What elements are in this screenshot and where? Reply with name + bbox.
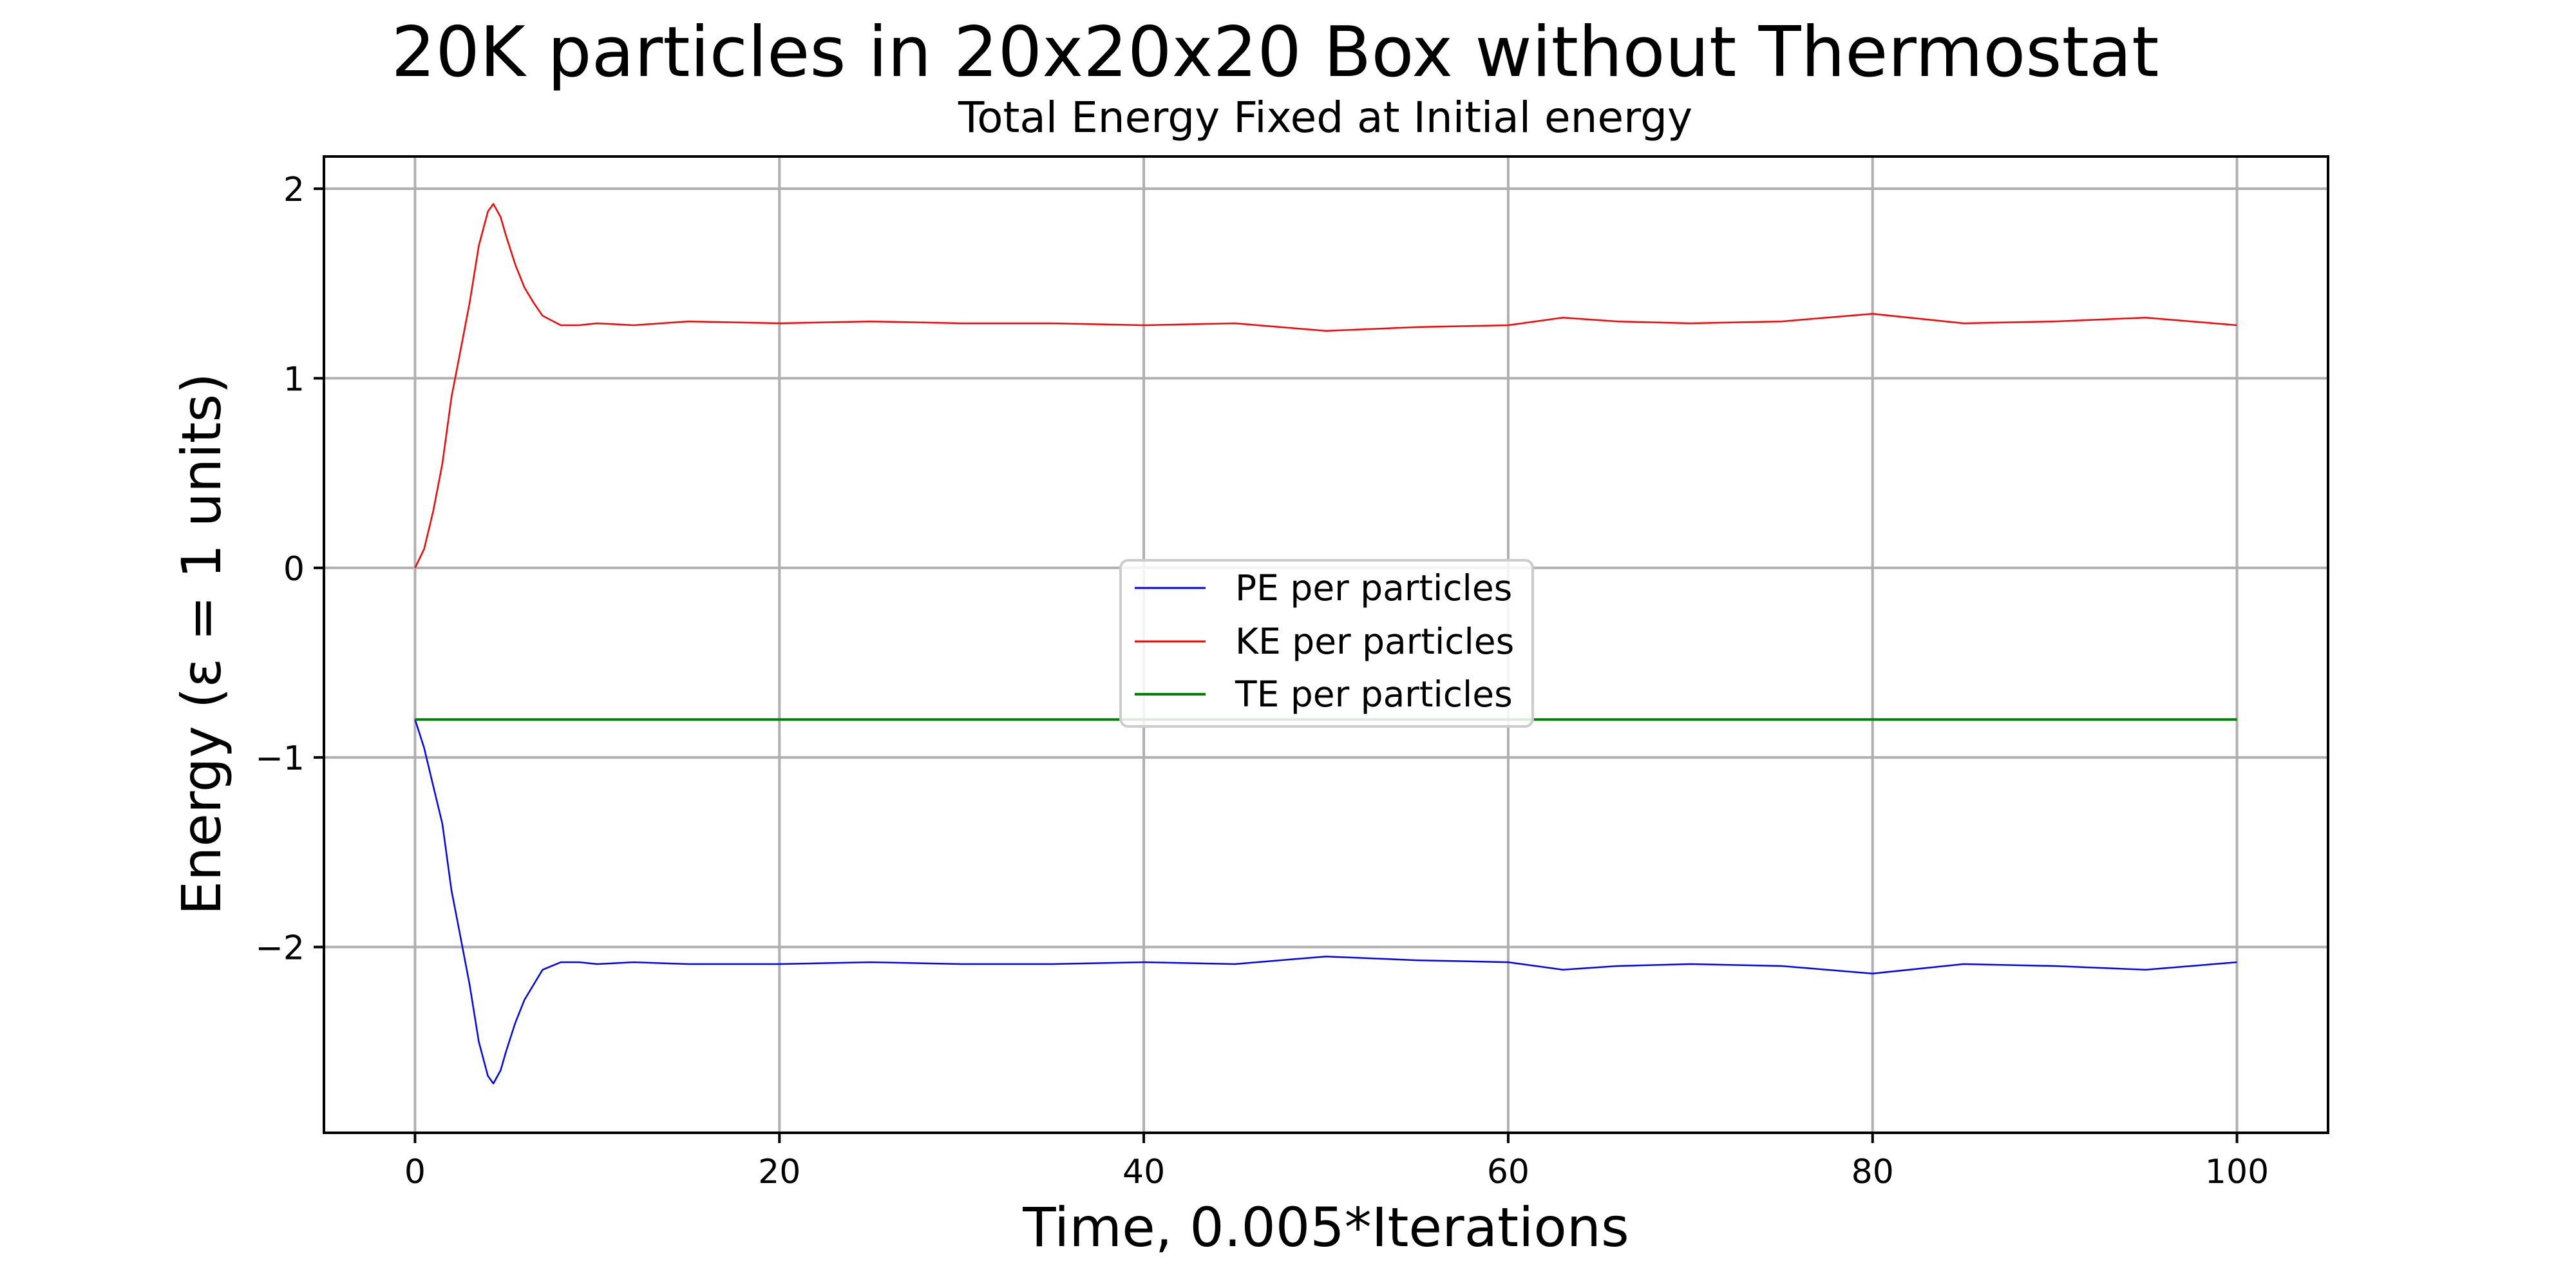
y-tick-label: 1 bbox=[283, 360, 305, 399]
legend-pe-label: PE per particles bbox=[1235, 567, 1512, 609]
pe-series-line bbox=[414, 719, 2237, 1084]
legend-box bbox=[1119, 559, 1534, 728]
y-axis-label: Energy (ε = 1 units) bbox=[170, 373, 233, 915]
x-tick-label: 100 bbox=[2205, 1153, 2269, 1191]
x-tick-label: 20 bbox=[758, 1153, 800, 1191]
plot-frame bbox=[323, 155, 2329, 1134]
y-tick-label: 2 bbox=[283, 171, 305, 209]
legend-ke-label: KE per particles bbox=[1235, 621, 1514, 662]
x-tick-label: 40 bbox=[1122, 1153, 1165, 1191]
x-tick-label: 0 bbox=[404, 1153, 426, 1191]
chart-subtitle: Total Energy Fixed at Initial energy bbox=[958, 93, 1692, 142]
y-tick-label: −1 bbox=[255, 739, 305, 778]
y-tick-label: 0 bbox=[283, 550, 305, 589]
chart-title: 20K particles in 20x20x20 Box without Th… bbox=[392, 12, 2159, 93]
y-tick-label: −2 bbox=[255, 929, 305, 968]
x-tick-label: 60 bbox=[1487, 1153, 1530, 1191]
legend: PE per particles KE per particles TE per… bbox=[1119, 559, 1534, 728]
x-axis-label: Time, 0.005*Iterations bbox=[1022, 1196, 1629, 1259]
legend-te-label: TE per particles bbox=[1235, 674, 1513, 715]
x-ticks: 0 20 40 60 80 100 bbox=[404, 1133, 2269, 1191]
x-tick-label: 80 bbox=[1852, 1153, 1894, 1191]
y-ticks: −2 −1 0 1 2 bbox=[255, 171, 324, 968]
ke-series-line bbox=[414, 203, 2237, 569]
